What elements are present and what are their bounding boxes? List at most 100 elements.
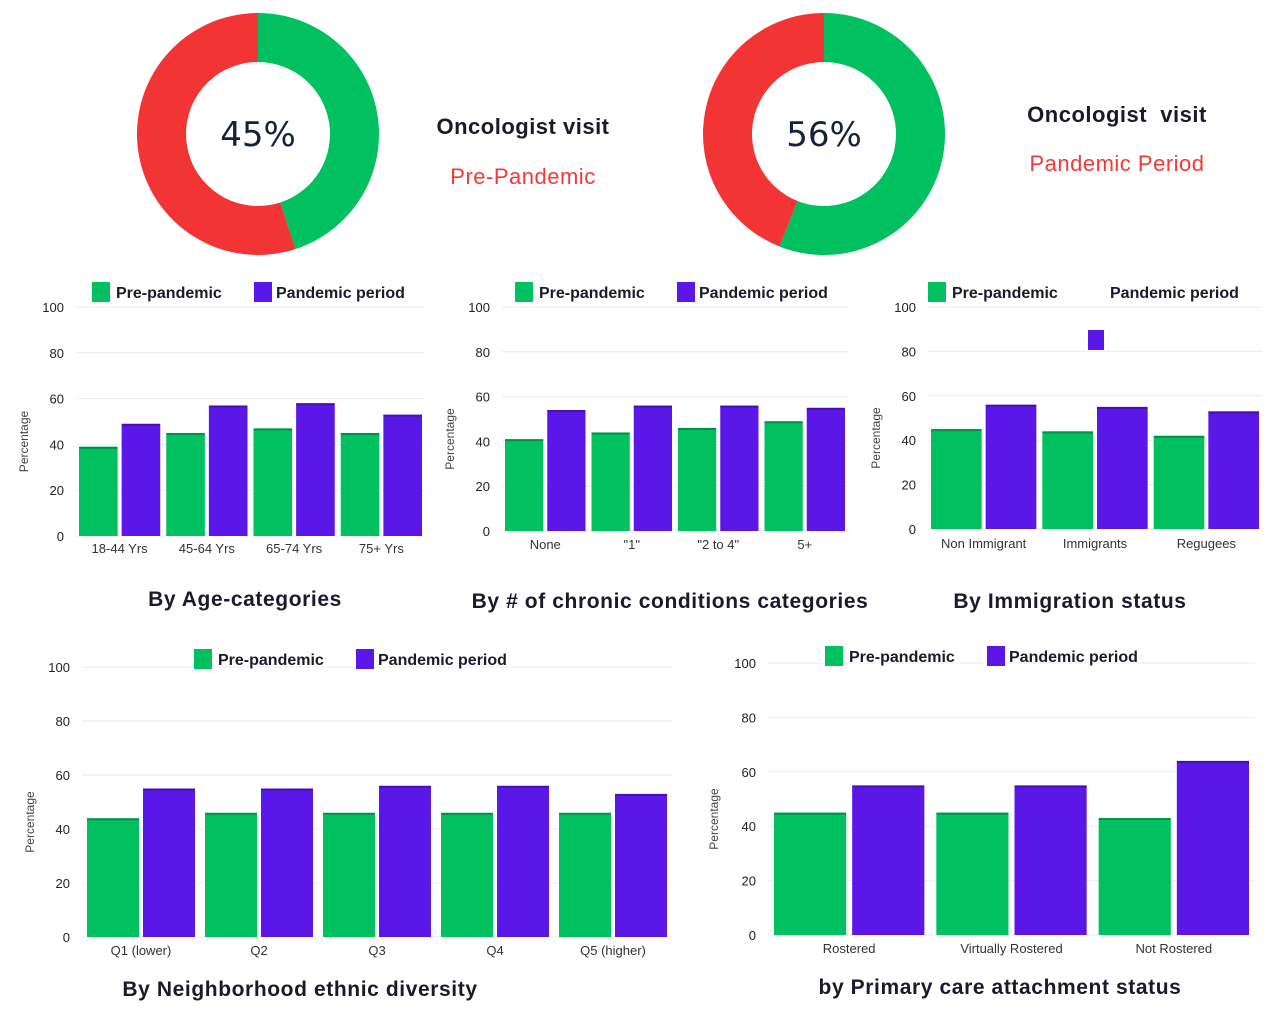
x-tick-label: Rostered [823, 941, 876, 956]
bar-chart-5: 0 20 40 60 80 100 Percentage Rostered Virtually … [707, 646, 1255, 999]
bar-pre-pandemic [774, 812, 847, 935]
y-tick-label: 40 [742, 819, 756, 834]
legend-label-pre-pandemic: Pre-pandemic [849, 649, 955, 666]
x-tick-label: Virtually Rostered [960, 941, 1062, 956]
bar-pandemic-period [852, 785, 925, 935]
bar-pre-pandemic [79, 446, 118, 536]
legend-swatch-pandemic-period [254, 282, 272, 302]
bar-pandemic-period [261, 788, 313, 937]
y-tick-label: 20 [50, 483, 64, 498]
bar-chart-2: 0 20 40 60 80 100 Percentage None "1" "2 to 4" 5+ P… [443, 282, 868, 613]
bar-pandemic-period [547, 410, 586, 531]
y-tick-label: 40 [50, 437, 64, 452]
y-tick-label: 80 [742, 710, 756, 725]
donut-subtitle: Pandemic Period [1029, 151, 1204, 176]
bar-pre-pandemic [505, 439, 544, 531]
bar-chart-1: 0 20 40 60 80 100 Percentage 18-44 Yrs 45-64 Yrs… [17, 282, 425, 611]
x-tick-label: Q5 (higher) [580, 943, 646, 958]
x-tick-label: Q4 [486, 943, 503, 958]
bar-pandemic-period [208, 405, 248, 536]
x-tick-label: Not Rostered [1136, 941, 1213, 956]
legend: Pre-pandemic Pandemic period [92, 282, 405, 302]
bar-pre-pandemic [559, 812, 611, 937]
legend-swatch-pre-pandemic [515, 282, 533, 302]
y-tick-label: 20 [476, 479, 490, 494]
y-tick-label: 60 [476, 390, 490, 405]
x-tick-label: Non Immigrant [941, 536, 1027, 551]
y-tick-label: 60 [56, 768, 70, 783]
donut-center-label: 45% [220, 115, 296, 155]
bar-pandemic-period [497, 785, 549, 937]
y-tick-label: 80 [56, 714, 70, 729]
y-tick-label: 100 [48, 660, 70, 675]
bar-pre-pandemic [1153, 435, 1205, 529]
x-tick-label: Q1 (lower) [111, 943, 172, 958]
legend-swatch-pandemic-period [677, 282, 695, 302]
y-axis-label: Percentage [443, 408, 457, 470]
y-tick-label: 0 [749, 928, 756, 943]
y-tick-label: 100 [734, 656, 756, 671]
donut-subtitle: Pre-Pandemic [450, 164, 595, 189]
donut-center-label: 56% [786, 115, 862, 155]
chart-title: by Primary care attachment status [819, 976, 1182, 999]
legend-swatch-pre-pandemic [825, 646, 843, 666]
bar-pandemic-period [1176, 760, 1249, 935]
bar-pandemic-period [720, 405, 759, 531]
x-tick-label: Q2 [250, 943, 267, 958]
y-axis-label: Percentage [869, 407, 883, 469]
y-tick-label: 20 [56, 876, 70, 891]
y-tick-label: 60 [902, 389, 916, 404]
y-tick-label: 0 [63, 930, 70, 945]
bar-pandemic-period [121, 423, 161, 536]
bar-pre-pandemic [205, 812, 257, 937]
bar-pandemic-period [296, 403, 335, 536]
legend-label-pandemic-period: Pandemic period [1009, 649, 1138, 666]
bar-pandemic-period [1208, 411, 1259, 529]
y-tick-label: 60 [742, 765, 756, 780]
chart-title: By # of chronic conditions categories [472, 590, 869, 613]
x-tick-label: Q3 [368, 943, 385, 958]
bar-chart-3: 0 20 40 60 80 100 Percentage Non Immigrant Immig… [869, 282, 1262, 613]
legend-label-pandemic-period: Pandemic period [378, 652, 507, 669]
x-tick-label: "1" [624, 537, 641, 552]
chart-title: By Age-categories [148, 588, 342, 611]
y-tick-label: 80 [50, 346, 64, 361]
bar-pre-pandemic [936, 812, 1009, 935]
x-tick-label: "2 to 4" [697, 537, 739, 552]
bar-pandemic-period [383, 414, 422, 536]
bar-chart-4: 0 20 40 60 80 100 Percentage Q1 (lower) Q2 Q3 Q4 Q5… [23, 649, 672, 1001]
legend-swatch-pre-pandemic [194, 649, 212, 669]
legend-swatch-pandemic-period [1088, 330, 1104, 350]
legend-swatch-pandemic-period [987, 646, 1005, 666]
bar-pre-pandemic [441, 812, 493, 937]
y-axis-label: Percentage [17, 410, 31, 472]
bar-pandemic-period [806, 407, 845, 531]
legend-label-pandemic-period: Pandemic period [699, 285, 828, 302]
legend-swatch-pre-pandemic [92, 282, 110, 302]
donut-title: Oncologist visit [436, 114, 609, 139]
y-tick-label: 40 [56, 822, 70, 837]
legend-swatch-pandemic-period [356, 649, 374, 669]
x-tick-label: 18-44 Yrs [92, 541, 149, 556]
y-tick-label: 20 [742, 874, 756, 889]
y-tick-label: 40 [476, 434, 490, 449]
y-tick-label: 0 [483, 524, 490, 539]
y-tick-label: 20 [902, 478, 916, 493]
y-tick-label: 100 [894, 300, 916, 315]
bar-pandemic-period [985, 404, 1037, 529]
bar-pandemic-period [143, 788, 195, 937]
legend-label-pre-pandemic: Pre-pandemic [539, 285, 645, 302]
x-tick-label: 75+ Yrs [359, 541, 404, 556]
donut-slice-remainder [136, 13, 296, 256]
legend: Pre-pandemic Pandemic period [928, 282, 1239, 350]
chart-title: By Neighborhood ethnic diversity [122, 978, 477, 1001]
bar-pre-pandemic [323, 812, 375, 937]
x-tick-label: 45-64 Yrs [179, 541, 236, 556]
y-tick-label: 40 [902, 433, 916, 448]
y-axis-label: Percentage [23, 791, 37, 853]
y-axis-label: Percentage [707, 788, 721, 850]
x-tick-label: 65-74 Yrs [266, 541, 323, 556]
bar-pre-pandemic [1042, 431, 1093, 529]
legend-label-pandemic-period: Pandemic period [1110, 285, 1239, 302]
